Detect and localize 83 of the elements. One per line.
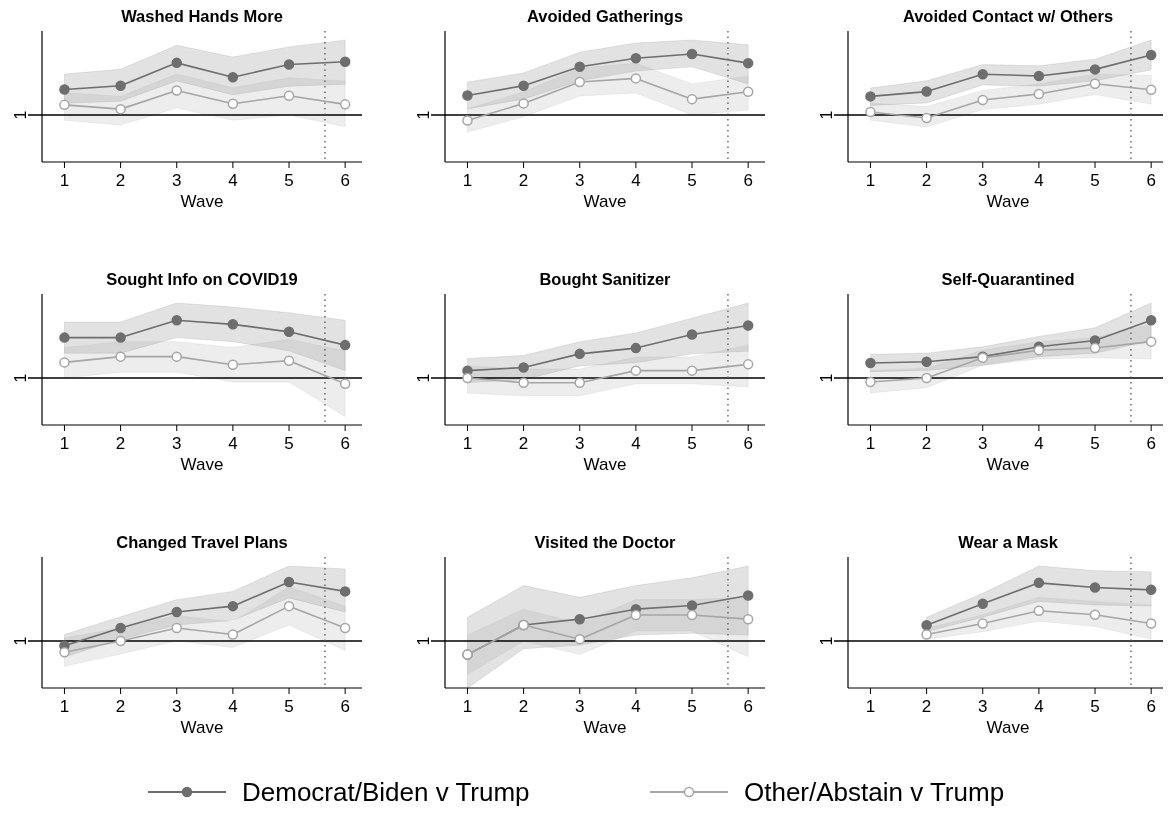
chart-title: Bought Sanitizer (539, 270, 672, 288)
chart-title: Avoided Gatherings (526, 7, 684, 25)
x-tick-label: 2 (518, 171, 529, 190)
x-tick-label: 2 (921, 171, 932, 190)
text: 1 (817, 110, 835, 120)
x-tick-label: 4 (1034, 697, 1044, 716)
x-tick-label: 5 (284, 171, 294, 190)
x-tick-label: 3 (978, 434, 988, 453)
x-tick-label: 3 (172, 171, 182, 190)
x-tick-label: 6 (340, 434, 350, 453)
x-tick-label: 4 (1034, 171, 1044, 190)
x-tick-label: 6 (743, 434, 753, 453)
x-tick-label: 2 (518, 697, 529, 716)
x-tick-label: 3 (575, 434, 585, 453)
x-axis-title: Wave (986, 718, 1030, 737)
chart-title: Avoided Contact w/ Others (902, 7, 1114, 25)
x-tick-label: 6 (743, 697, 753, 716)
x-tick-label: 4 (228, 697, 238, 716)
x-axis-title: Wave (180, 192, 224, 211)
x-tick-label: 6 (743, 171, 753, 190)
x-tick-label: 1 (59, 171, 70, 190)
x-tick-label: 1 (462, 434, 473, 453)
text: 1 (11, 110, 29, 120)
x-tick-label: 3 (978, 697, 988, 716)
x-tick-label: 5 (687, 171, 697, 190)
x-tick-label: 1 (59, 434, 70, 453)
legend-label: Democrat/Biden v Trump (242, 777, 530, 808)
chart-title: Washed Hands More (121, 7, 283, 25)
chart-title: Changed Travel Plans (116, 533, 288, 551)
x-axis-title: Wave (583, 455, 627, 474)
x-axis-title: Wave (583, 718, 627, 737)
x-tick-label: 3 (575, 697, 585, 716)
x-tick-label: 1 (865, 171, 876, 190)
x-tick-label: 1 (59, 697, 70, 716)
x-axis-title: Wave (986, 455, 1030, 474)
x-tick-label: 2 (115, 171, 126, 190)
x-tick-label: 4 (631, 434, 641, 453)
x-tick-label: 4 (1034, 434, 1044, 453)
x-tick-label: 5 (284, 434, 294, 453)
x-tick-label: 5 (1090, 434, 1100, 453)
x-tick-label: 5 (1090, 697, 1100, 716)
x-tick-label: 5 (1090, 171, 1100, 190)
text: 1 (11, 373, 29, 383)
text: 1 (414, 636, 432, 646)
chart-title: Wear a Mask (958, 533, 1059, 551)
x-tick-label: 2 (921, 697, 932, 716)
x-tick-label: 6 (1146, 697, 1156, 716)
x-tick-label: 1 (462, 171, 473, 190)
x-tick-label: 2 (518, 434, 529, 453)
x-tick-label: 4 (228, 171, 238, 190)
x-tick-label: 2 (115, 434, 126, 453)
x-axis-title: Wave (180, 455, 224, 474)
x-tick-label: 6 (340, 697, 350, 716)
x-tick-label: 3 (978, 171, 988, 190)
x-tick-label: 1 (462, 697, 473, 716)
x-tick-label: 4 (631, 697, 641, 716)
x-tick-label: 6 (340, 171, 350, 190)
text: 1 (414, 373, 432, 383)
chart-title: Self-Quarantined (941, 270, 1075, 288)
x-tick-label: 1 (865, 434, 876, 453)
chart-title: Visited the Doctor (534, 533, 677, 551)
x-tick-label: 5 (284, 697, 294, 716)
x-tick-label: 3 (575, 171, 585, 190)
x-tick-label: 6 (1146, 434, 1156, 453)
x-axis-title: Wave (180, 718, 224, 737)
text: 1 (817, 636, 835, 646)
legend-label: Other/Abstain v Trump (744, 777, 1005, 808)
x-tick-label: 4 (631, 171, 641, 190)
x-tick-label: 2 (115, 697, 126, 716)
x-tick-label: 2 (921, 434, 932, 453)
x-tick-label: 5 (687, 434, 697, 453)
x-axis-title: Wave (986, 192, 1030, 211)
chart-title: Sought Info on COVID19 (106, 270, 298, 288)
text: 1 (414, 110, 432, 120)
x-tick-label: 4 (228, 434, 238, 453)
x-tick-label: 3 (172, 697, 182, 716)
x-tick-label: 1 (865, 697, 876, 716)
x-tick-label: 3 (172, 434, 182, 453)
text: 1 (817, 373, 835, 383)
text: 1 (11, 636, 29, 646)
x-axis-title: Wave (583, 192, 627, 211)
x-tick-label: 6 (1146, 171, 1156, 190)
x-tick-label: 5 (687, 697, 697, 716)
